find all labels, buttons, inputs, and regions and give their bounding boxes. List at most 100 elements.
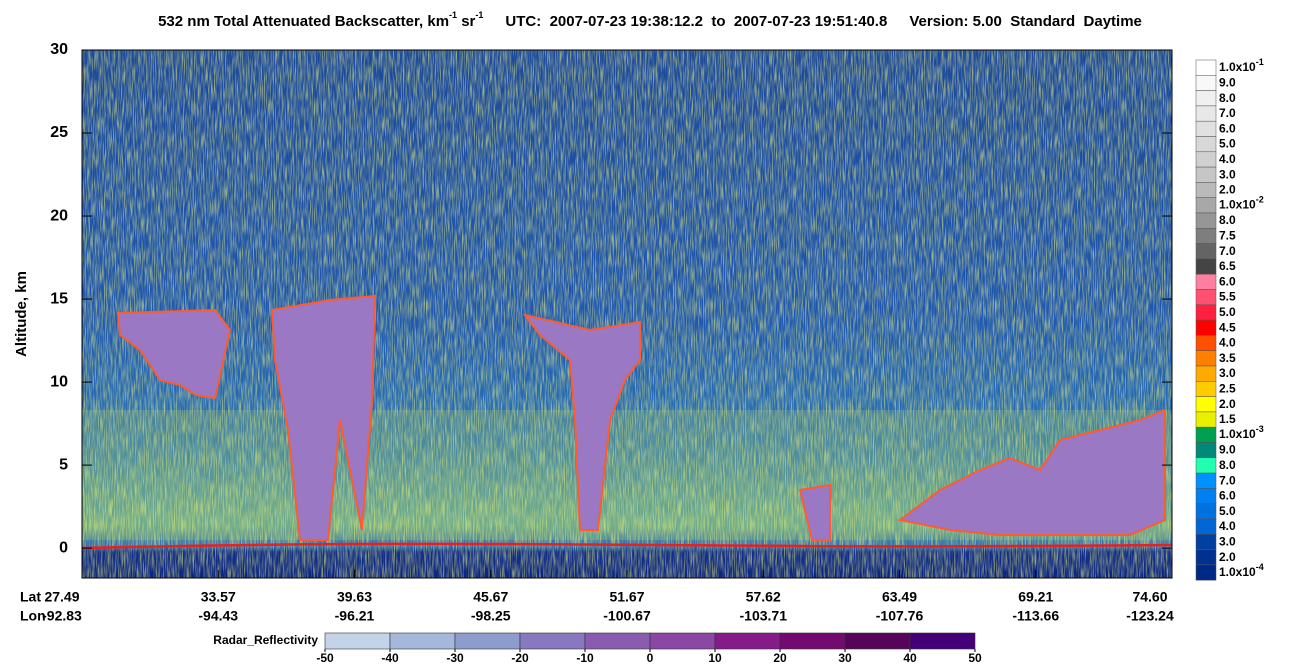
- title-unit: sr: [457, 13, 476, 30]
- backscatter-swatch: [1195, 90, 1217, 107]
- plot-area: [81, 49, 1173, 579]
- backscatter-swatch: [1195, 136, 1217, 153]
- radar-swatch: [649, 632, 716, 650]
- backscatter-swatch: [1195, 319, 1217, 336]
- radar-tick-label: -30: [446, 651, 464, 665]
- backscatter-swatch: [1195, 442, 1217, 459]
- radar-tick-label: -50: [316, 651, 334, 665]
- backscatter-swatch: [1195, 243, 1217, 260]
- backscatter-swatch: [1195, 105, 1217, 122]
- lon-tick-label: -113.66: [1012, 608, 1059, 624]
- backscatter-label: 1.0x10-1: [1219, 57, 1264, 74]
- backscatter-swatch: [1195, 166, 1217, 183]
- backscatter-swatch: [1195, 472, 1217, 489]
- lon-tick-label: -94.43: [198, 608, 238, 624]
- label-exponent: -4: [1256, 562, 1264, 572]
- radar-tick-label: -20: [511, 651, 529, 665]
- backscatter-label: 7.0: [1219, 244, 1236, 258]
- backscatter-swatch: [1195, 75, 1217, 91]
- lon-tick-label: -107.76: [876, 608, 924, 624]
- backscatter-label: 7.5: [1219, 228, 1236, 242]
- backscatter-label: 5.0: [1219, 504, 1236, 518]
- lon-tick-label: -98.25: [471, 608, 511, 624]
- label-base: 1.0x10: [1219, 60, 1256, 74]
- backscatter-swatch: [1195, 197, 1217, 214]
- backscatter-swatch: [1195, 534, 1217, 550]
- backscatter-label: 3.5: [1219, 351, 1236, 365]
- backscatter-swatch: [1195, 518, 1217, 535]
- backscatter-swatch: [1195, 503, 1217, 520]
- backscatter-swatch: [1195, 304, 1217, 321]
- radar-tick-label: 20: [773, 651, 787, 665]
- label-base: 1.0x10: [1219, 565, 1256, 579]
- backscatter-swatch: [1195, 258, 1217, 275]
- y-tick-label: 0: [59, 539, 68, 556]
- backscatter-label: 8.0: [1219, 213, 1236, 227]
- radar-swatch: [844, 632, 911, 650]
- lat-tick-label: 39.63: [337, 589, 372, 605]
- backscatter-swatch: [1195, 365, 1217, 382]
- cloud-layers: [116, 294, 1166, 541]
- lat-tick-label: 45.67: [473, 589, 508, 605]
- backscatter-label: 9.0: [1219, 75, 1236, 89]
- radar-tick-label: 50: [968, 651, 982, 665]
- backscatter-swatch: [1195, 151, 1217, 168]
- backscatter-label: 5.0: [1219, 137, 1236, 151]
- lat-tick-label: 74.60: [1132, 589, 1167, 605]
- backscatter-swatch: [1195, 212, 1217, 229]
- backscatter-label: 4.0: [1219, 152, 1236, 166]
- label-exponent: -1: [1256, 57, 1264, 67]
- radar-swatch: [389, 632, 456, 650]
- lon-tick-label: -123.24: [1126, 608, 1174, 624]
- title-version: Version: 5.00 Standard Daytime: [909, 13, 1142, 30]
- backscatter-label: 5.5: [1219, 290, 1236, 304]
- backscatter-label: 4.0: [1219, 336, 1236, 350]
- lat-tick-label: 27.49: [44, 589, 79, 605]
- backscatter-label: 6.0: [1219, 274, 1236, 288]
- lat-tick-label: 69.21: [1018, 589, 1053, 605]
- cloud: [116, 308, 232, 400]
- lon-tick-label: -103.71: [740, 608, 788, 624]
- backscatter-label: 2.5: [1219, 381, 1236, 395]
- radar-swatch: [454, 632, 521, 650]
- radar-swatch: [584, 632, 651, 650]
- backscatter-swatch: [1195, 228, 1217, 244]
- y-tick-label: 5: [59, 456, 68, 473]
- backscatter-label: 8.0: [1219, 458, 1236, 472]
- radar-tick-label: 10: [708, 651, 722, 665]
- backscatter-label: 2.0: [1219, 183, 1236, 197]
- cloud: [897, 408, 1166, 536]
- x-row-label: Lat: [20, 589, 41, 605]
- x-row-label: Lon: [20, 608, 46, 624]
- radar-swatch: [909, 632, 976, 650]
- lat-tick-label: 57.62: [746, 589, 781, 605]
- radar-tick-label: 40: [903, 651, 917, 665]
- backscatter-swatch: [1195, 411, 1217, 428]
- backscatter-label: 1.5: [1219, 412, 1236, 426]
- lat-tick-label: 33.57: [201, 589, 236, 605]
- backscatter-label: 7.0: [1219, 473, 1236, 487]
- surface-return: [81, 542, 1173, 550]
- cloud: [798, 483, 831, 541]
- backscatter-label: 2.0: [1219, 550, 1236, 564]
- backscatter-swatch: [1195, 488, 1217, 504]
- backscatter-label: 9.0: [1219, 443, 1236, 457]
- label-base: 1.0x10: [1219, 198, 1256, 212]
- backscatter-swatch: [1195, 426, 1217, 443]
- label-base: 1.0x10: [1219, 427, 1256, 441]
- radar-tick-label: 0: [647, 651, 654, 665]
- lon-tick-label: -92.83: [42, 608, 82, 624]
- cloud: [522, 313, 641, 531]
- backscatter-swatch: [1195, 120, 1217, 137]
- lat-tick-label: 51.67: [609, 589, 644, 605]
- cloud: [270, 294, 377, 541]
- backscatter-label: 3.0: [1219, 534, 1236, 548]
- backscatter-label: 5.0: [1219, 305, 1236, 319]
- radar-scale-label: Radar_Reflectivity: [213, 633, 318, 647]
- backscatter-label: 2.0: [1219, 397, 1236, 411]
- radar-tick-label: -10: [576, 651, 594, 665]
- backscatter-swatch: [1195, 273, 1217, 290]
- backscatter-swatch: [1195, 350, 1217, 367]
- backscatter-label: 3.0: [1219, 167, 1236, 181]
